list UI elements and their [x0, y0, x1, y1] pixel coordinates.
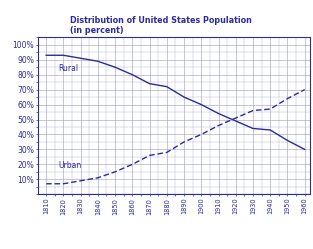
- Text: Urban: Urban: [58, 161, 81, 170]
- Text: Rural: Rural: [58, 64, 78, 73]
- Text: Distribution of United States Population
(in percent): Distribution of United States Population…: [70, 16, 252, 35]
